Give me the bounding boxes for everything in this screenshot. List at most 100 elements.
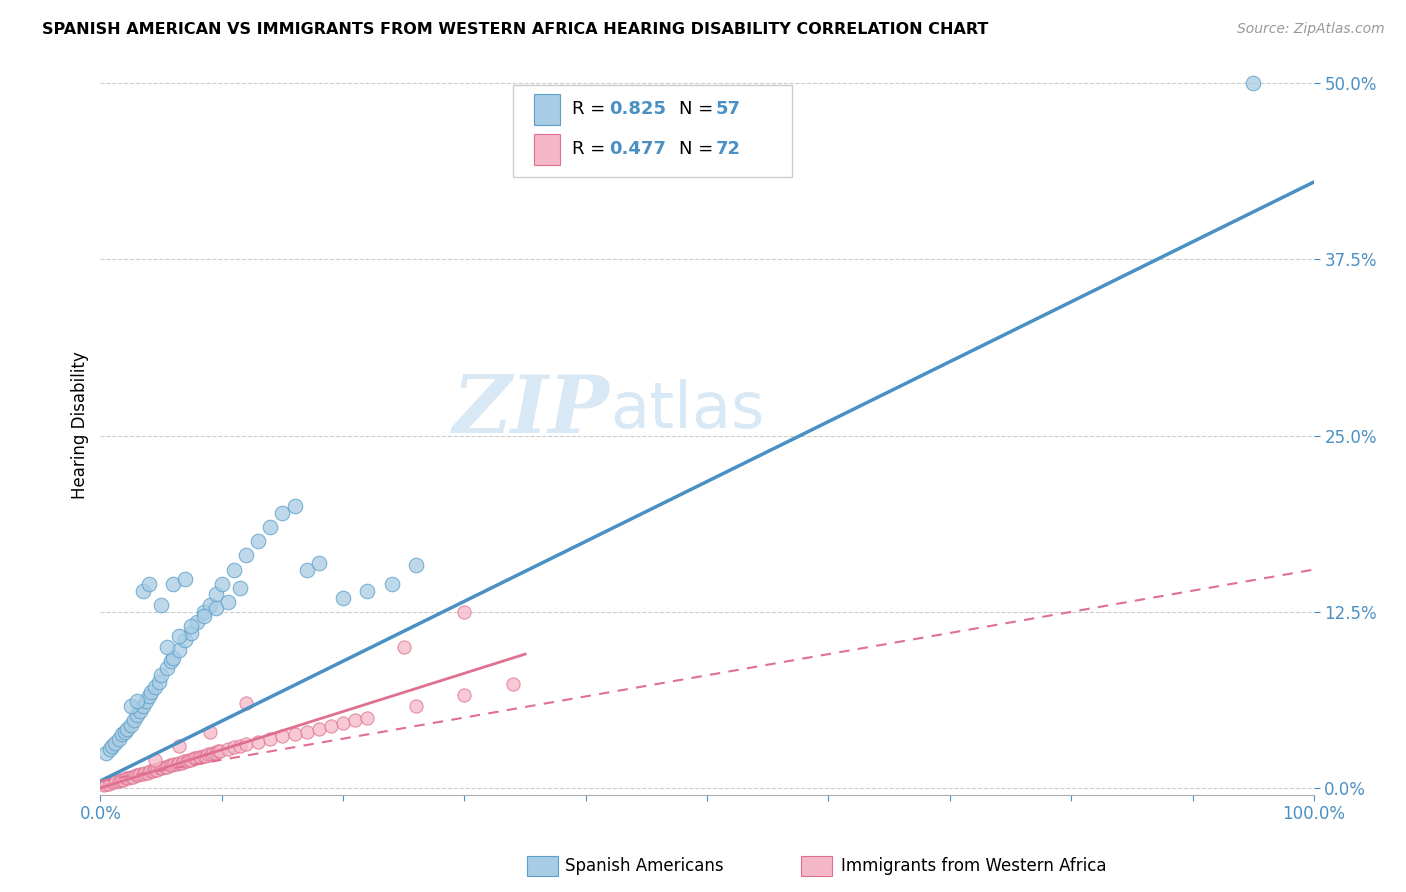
Text: N =: N = xyxy=(679,100,720,118)
FancyBboxPatch shape xyxy=(534,134,560,165)
Point xyxy=(222,563,245,577)
Point xyxy=(114,771,136,785)
Point xyxy=(229,581,252,595)
Text: Source: ZipAtlas.com: Source: ZipAtlas.com xyxy=(1237,22,1385,37)
Point xyxy=(207,744,229,758)
Point xyxy=(120,770,142,784)
Point xyxy=(174,633,197,648)
Point xyxy=(222,740,245,755)
Point xyxy=(211,576,233,591)
Point xyxy=(187,750,209,764)
Point xyxy=(183,751,205,765)
Point xyxy=(162,651,184,665)
Point xyxy=(167,629,190,643)
Text: Immigrants from Western Africa: Immigrants from Western Africa xyxy=(841,857,1107,875)
Point xyxy=(96,777,118,791)
Point xyxy=(135,693,157,707)
Point xyxy=(1241,76,1264,90)
Point xyxy=(392,640,415,654)
Point xyxy=(97,777,120,791)
Point xyxy=(217,741,239,756)
Point xyxy=(453,605,475,619)
Point xyxy=(198,724,221,739)
Point xyxy=(344,714,367,728)
Y-axis label: Hearing Disability: Hearing Disability xyxy=(72,351,89,499)
Point xyxy=(115,722,138,736)
Point xyxy=(194,748,217,763)
Point xyxy=(141,764,163,778)
Point xyxy=(103,775,125,789)
Point xyxy=(124,714,146,728)
Point xyxy=(170,756,193,770)
Point xyxy=(143,680,166,694)
Point xyxy=(112,772,135,787)
Point xyxy=(176,754,198,768)
Point xyxy=(129,767,152,781)
Point xyxy=(173,754,195,768)
Point xyxy=(180,753,202,767)
Text: 57: 57 xyxy=(716,100,741,118)
Point xyxy=(259,731,281,746)
Point xyxy=(180,626,202,640)
Point xyxy=(148,675,170,690)
Point xyxy=(235,737,257,751)
Point xyxy=(136,765,159,780)
Point xyxy=(107,731,129,746)
Point xyxy=(204,600,226,615)
Point xyxy=(271,506,294,520)
Point xyxy=(193,609,215,624)
Point xyxy=(356,710,378,724)
Point xyxy=(247,734,270,748)
Point xyxy=(125,693,148,707)
Point xyxy=(167,756,190,770)
Point xyxy=(177,753,200,767)
Text: SPANISH AMERICAN VS IMMIGRANTS FROM WESTERN AFRICA HEARING DISABILITY CORRELATIO: SPANISH AMERICAN VS IMMIGRANTS FROM WEST… xyxy=(42,22,988,37)
Point xyxy=(198,598,221,612)
Point xyxy=(156,640,179,654)
Point xyxy=(146,763,169,777)
Point xyxy=(156,661,179,675)
Point xyxy=(134,765,156,780)
FancyBboxPatch shape xyxy=(513,85,792,178)
Point xyxy=(117,771,139,785)
Point xyxy=(162,576,184,591)
Point xyxy=(186,751,208,765)
Point xyxy=(271,729,294,743)
Point xyxy=(120,717,142,731)
Point xyxy=(96,746,118,760)
Point xyxy=(209,744,232,758)
Point xyxy=(159,758,181,772)
Point xyxy=(132,699,155,714)
Point xyxy=(235,549,257,563)
Point xyxy=(174,573,197,587)
Point xyxy=(149,761,172,775)
Point xyxy=(110,772,132,787)
Point xyxy=(202,746,225,760)
Text: N =: N = xyxy=(679,140,720,158)
Point xyxy=(190,750,212,764)
Point xyxy=(405,699,427,714)
Point xyxy=(122,770,145,784)
Text: ZIP: ZIP xyxy=(453,372,610,449)
Point xyxy=(156,760,179,774)
Point xyxy=(160,758,183,772)
Point xyxy=(150,761,173,775)
Point xyxy=(193,605,215,619)
Point xyxy=(167,739,190,753)
Point xyxy=(124,768,146,782)
Point xyxy=(283,727,305,741)
Point xyxy=(107,774,129,789)
Point xyxy=(308,722,330,736)
Text: R =: R = xyxy=(572,100,612,118)
Point xyxy=(259,520,281,534)
Point xyxy=(235,697,257,711)
Point xyxy=(166,757,188,772)
Point xyxy=(229,739,252,753)
Point xyxy=(319,719,342,733)
Point xyxy=(104,736,127,750)
Text: Spanish Americans: Spanish Americans xyxy=(565,857,724,875)
Text: R =: R = xyxy=(572,140,612,158)
Point xyxy=(295,724,318,739)
Point xyxy=(217,595,239,609)
Point xyxy=(295,563,318,577)
